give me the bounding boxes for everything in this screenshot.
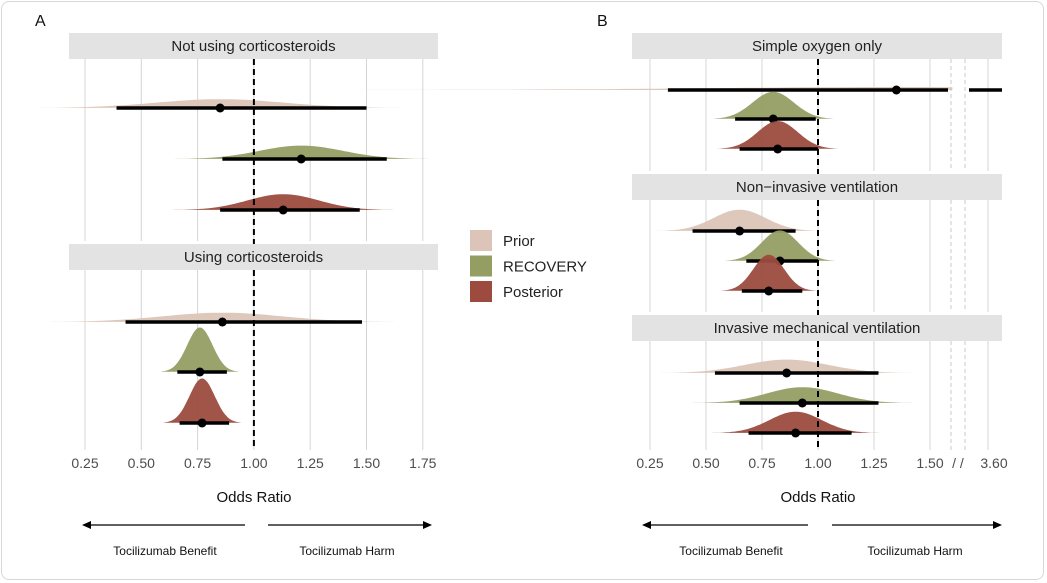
- x-tick-label: 1.25: [297, 455, 324, 471]
- facet-title: Using corticosteroids: [184, 249, 323, 266]
- density-posterior: [713, 121, 842, 149]
- median-point: [215, 103, 225, 113]
- legend-label: Prior: [503, 233, 535, 250]
- x-tick-label: 1.00: [804, 455, 831, 471]
- panel-label: B: [597, 13, 608, 30]
- density-posterior: [169, 194, 398, 210]
- facet-title: Non−invasive ventilation: [736, 179, 898, 196]
- density-posterior: [711, 411, 880, 433]
- density-recovery: [707, 91, 839, 119]
- x-tick-label: 0.75: [184, 455, 211, 471]
- median-point: [217, 317, 227, 327]
- x-axis-title: Odds Ratio: [780, 489, 855, 506]
- median-point: [278, 205, 288, 215]
- density-posterior: [719, 254, 819, 291]
- facet-strip: [632, 315, 1002, 341]
- legend-label: Posterior: [503, 284, 563, 301]
- legend-swatch-recovery: [470, 255, 492, 277]
- facet-title: Simple oxygen only: [752, 38, 883, 55]
- arrow-left-icon: [642, 521, 651, 529]
- median-point: [195, 367, 205, 377]
- benefit-label: Tocilizumab Benefit: [679, 544, 783, 558]
- median-point: [764, 286, 774, 296]
- x-tick-label: 1.50: [353, 455, 380, 471]
- x-tick-label: 0.25: [71, 455, 98, 471]
- facet-strip: [69, 33, 438, 59]
- x-tick-label: 1.75: [409, 455, 436, 471]
- density-prior: [655, 209, 824, 231]
- panel-label: A: [35, 13, 46, 30]
- facet-strip: [632, 174, 1002, 200]
- axis-break-mark: / /: [952, 455, 964, 471]
- x-tick-label: 1.25: [860, 455, 887, 471]
- legend-swatch-posterior: [470, 281, 492, 302]
- facet-strip: [69, 244, 438, 270]
- legend-label: RECOVERY: [503, 259, 587, 276]
- x-tick-label: 0.75: [748, 455, 775, 471]
- density-posterior: [161, 378, 243, 423]
- facet-title: Not using corticosteroids: [171, 38, 335, 55]
- x-tick-label: 3.60: [980, 455, 1007, 471]
- median-point: [797, 398, 807, 408]
- density-recovery: [721, 230, 839, 261]
- arrow-right-icon: [993, 521, 1002, 529]
- density-recovery: [159, 327, 241, 372]
- x-tick-label: 0.50: [692, 455, 719, 471]
- density-recovery: [167, 145, 436, 159]
- median-point: [891, 85, 901, 95]
- median-point: [782, 368, 792, 378]
- x-axis-title: Odds Ratio: [216, 489, 291, 506]
- median-point: [296, 154, 306, 164]
- density-prior: [29, 312, 416, 322]
- arrow-left-icon: [82, 521, 91, 529]
- x-tick-label: 0.25: [636, 455, 663, 471]
- harm-label: Tocilizumab Harm: [299, 544, 394, 558]
- x-tick-label: 0.50: [128, 455, 155, 471]
- facet-strip: [632, 33, 1002, 59]
- legend-swatch-prior: [470, 230, 492, 251]
- benefit-label: Tocilizumab Benefit: [113, 544, 217, 558]
- density-prior: [653, 359, 921, 373]
- median-point: [773, 144, 783, 154]
- median-point: [791, 428, 801, 438]
- median-point: [735, 226, 745, 236]
- density-recovery: [688, 387, 916, 403]
- arrow-right-icon: [423, 521, 432, 529]
- median-point: [197, 418, 207, 428]
- harm-label: Tocilizumab Harm: [867, 544, 962, 558]
- x-tick-label: 1.00: [240, 455, 267, 471]
- facet-title: Invasive mechanical ventilation: [714, 320, 921, 337]
- x-tick-label: 1.50: [916, 455, 943, 471]
